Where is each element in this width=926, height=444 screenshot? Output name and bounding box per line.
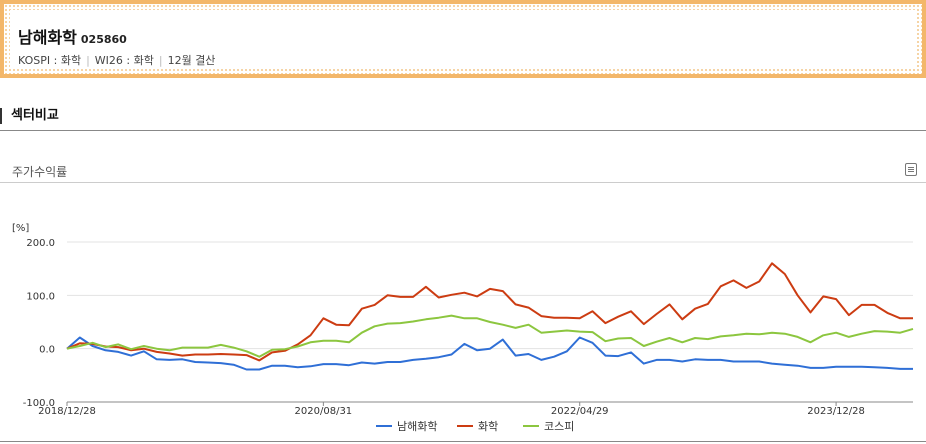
y-unit-label: [%] [12, 223, 29, 234]
legend-label: 화학 [478, 420, 498, 433]
y-tick-label: 0.0 [39, 345, 55, 356]
x-tick-label: 2020/08/31 [295, 406, 353, 417]
series-line [66, 336, 913, 371]
fiscal-info: 12월 결산 [167, 54, 216, 67]
stock-code: 025860 [80, 33, 127, 46]
series-line [66, 314, 914, 358]
x-tick-label: 2022/04/29 [551, 406, 609, 417]
meta-divider: | [158, 54, 163, 67]
legend-label: 코스피 [544, 420, 574, 433]
section-title: 섹터비교 [0, 108, 59, 124]
y-tick-label: 200.0 [26, 238, 55, 249]
index-info: WI26 : 화학 [94, 54, 154, 67]
chart-menu-icon[interactable] [905, 163, 917, 176]
company-meta: KOSPI : 화학 | WI26 : 화학 | 12월 결산 [18, 52, 215, 68]
company-title-row: 남해화학 025860 [18, 24, 127, 48]
series-line [66, 262, 913, 362]
y-tick-label: -100.0 [23, 398, 55, 409]
market-info: KOSPI : 화학 [18, 54, 82, 67]
company-header: 남해화학 025860 KOSPI : 화학 | WI26 : 화학 | 12월 결산 [0, 0, 926, 78]
x-tick-label: 2023/12/28 [807, 406, 865, 417]
company-name: 남해화학 [18, 28, 77, 47]
legend-label: 남해화학 [397, 419, 437, 433]
bottom-divider [0, 441, 926, 442]
chart-header-divider [0, 182, 926, 183]
y-tick-label: 100.0 [26, 291, 55, 302]
x-tick-label: 2018/12/28 [38, 406, 96, 417]
section-divider [0, 130, 926, 131]
meta-divider: | [86, 54, 90, 67]
chart-title: 주가수익률 [12, 165, 68, 179]
company-header-panel: 남해화학 025860 KOSPI : 화학 | WI26 : 화학 | 12월 결산 [10, 10, 916, 68]
